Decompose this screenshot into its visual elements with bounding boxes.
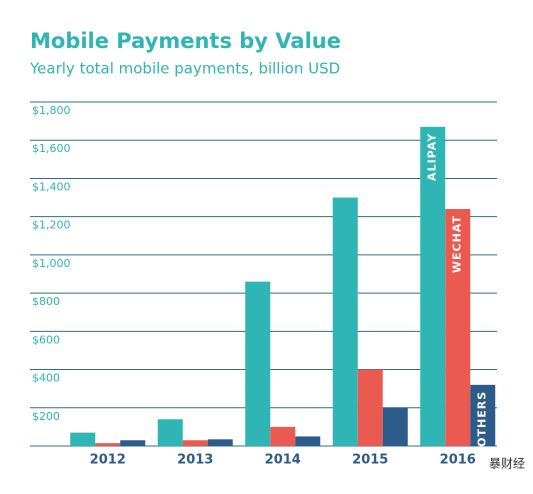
x-tick-label: 2012 — [90, 453, 126, 468]
bar — [470, 384, 496, 446]
x-tick-label: 2016 — [440, 453, 476, 468]
bar — [332, 197, 358, 446]
y-tick-label: $400 — [32, 372, 60, 385]
series-label: ALIPAY — [426, 133, 439, 181]
bar — [445, 209, 471, 446]
bar — [420, 126, 446, 446]
series-label: WECHAT — [451, 215, 464, 273]
bar — [95, 443, 121, 446]
chart-title: Mobile Payments by Value — [30, 29, 341, 53]
y-tick-label: $1,200 — [32, 219, 71, 232]
y-tick-label: $200 — [32, 410, 60, 423]
bar — [207, 439, 233, 446]
y-tick-label: $800 — [32, 295, 60, 308]
y-tick-label: $1,400 — [32, 180, 71, 193]
bar — [295, 436, 321, 446]
bar — [70, 432, 96, 446]
bar — [270, 426, 296, 446]
series-label: OTHERS — [476, 391, 489, 447]
bar — [157, 419, 183, 446]
y-tick-label: $1,600 — [32, 142, 71, 155]
bar — [382, 407, 408, 446]
y-tick-label: $1,800 — [32, 104, 71, 117]
bar — [182, 440, 208, 446]
y-tick-label: $600 — [32, 333, 60, 346]
chart-subtitle: Yearly total mobile payments, billion US… — [29, 60, 340, 78]
bar — [120, 440, 146, 446]
x-tick-label: 2015 — [352, 453, 388, 468]
x-tick-label: 2014 — [265, 453, 301, 468]
bar — [245, 281, 271, 446]
y-tick-label: $1,000 — [32, 257, 71, 270]
x-tick-label: 2013 — [177, 453, 213, 468]
bar — [357, 369, 383, 446]
watermark: 暴财经 — [489, 457, 525, 471]
